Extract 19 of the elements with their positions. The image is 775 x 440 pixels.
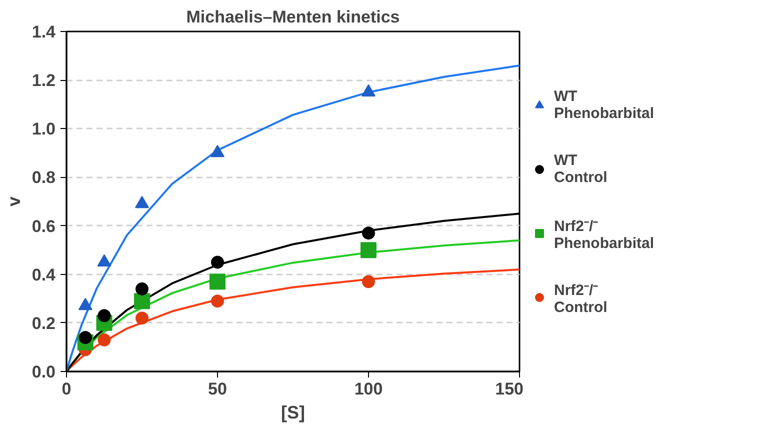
chart-title: Michaelis–Menten kinetics [186,8,400,26]
x-tick-label: 100 [354,380,383,398]
legend-label: Nrf2⁻/⁻ Control [554,280,608,316]
x-tick-label: 0 [62,380,72,398]
y-tick-label: 1.4 [32,22,56,42]
y-tick-label: 0.8 [32,168,56,188]
y-tick-label: 0.0 [32,362,56,382]
legend-label: WT Phenobarbital [554,87,654,124]
x-tick-label: 50 [208,380,227,398]
y-tick-label: 0.2 [32,314,56,333]
y-tick-label: 1.2 [32,71,56,90]
y-tick-label: 0.6 [32,216,56,236]
x-axis-title: [S] [281,402,306,422]
x-tick-label: 150 [495,380,524,398]
y-tick-label: 0.4 [32,265,56,284]
legend-label: WT Control [554,151,608,188]
legend-label: Nrf2⁻/⁻ Phenobarbital [554,216,654,252]
y-tick-label: 1.0 [32,120,56,139]
y-axis-title: v [4,196,24,207]
